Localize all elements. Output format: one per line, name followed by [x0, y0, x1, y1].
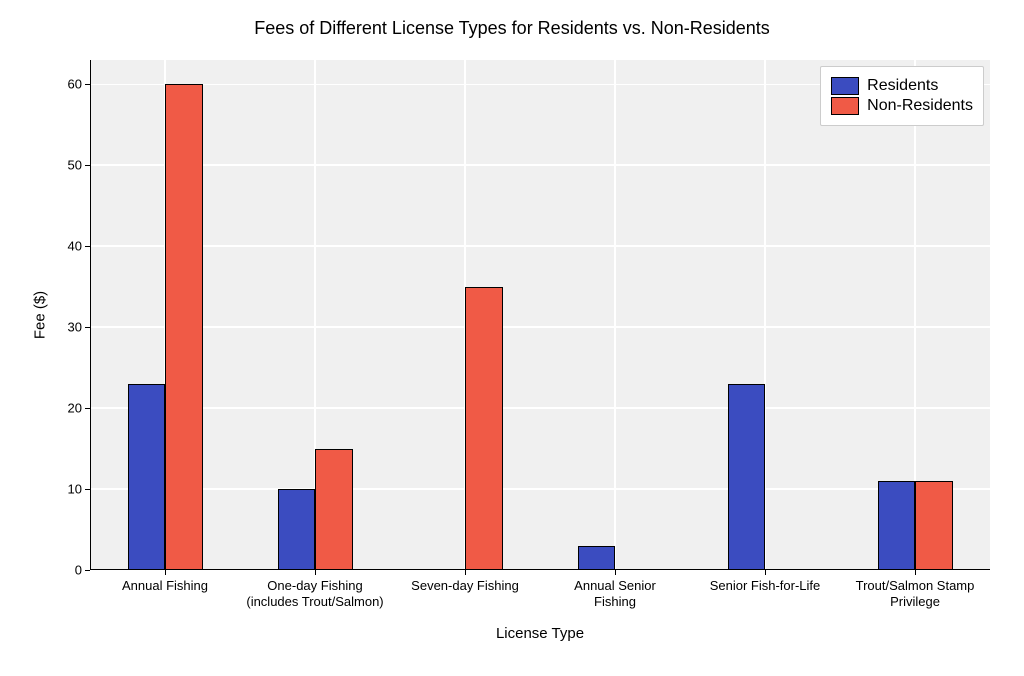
legend: Residents Non-Residents: [820, 66, 984, 126]
y-tick-label: 10: [68, 482, 90, 497]
bar: [165, 84, 203, 570]
y-tick-label: 30: [68, 320, 90, 335]
legend-label: Non-Residents: [867, 97, 973, 115]
grid-line: [90, 488, 990, 490]
y-tick-label: 0: [75, 563, 90, 578]
y-axis-line: [90, 60, 91, 570]
bar: [128, 384, 166, 570]
legend-item: Non-Residents: [831, 97, 973, 115]
y-tick-label: 50: [68, 158, 90, 173]
legend-label: Residents: [867, 77, 938, 95]
legend-swatch: [831, 97, 859, 115]
x-axis-line: [90, 569, 990, 570]
bar: [878, 481, 916, 570]
x-tick-label: Trout/Salmon StampPrivilege: [856, 570, 975, 611]
x-axis-label: License Type: [496, 625, 584, 642]
x-tick-label: Annual Fishing: [122, 570, 208, 594]
bar: [578, 546, 616, 570]
x-tick-label: Senior Fish-for-Life: [710, 570, 821, 594]
plot-area: 0102030405060Annual FishingOne-day Fishi…: [90, 60, 990, 570]
y-tick-label: 40: [68, 239, 90, 254]
grid-line: [90, 326, 990, 328]
y-axis-label: Fee ($): [32, 291, 49, 339]
grid-line: [614, 60, 616, 570]
y-tick-label: 20: [68, 401, 90, 416]
legend-swatch: [831, 77, 859, 95]
grid-line: [90, 407, 990, 409]
bar: [465, 287, 503, 570]
bar: [915, 481, 953, 570]
chart-container: Fees of Different License Types for Resi…: [0, 0, 1024, 676]
bar: [278, 489, 316, 570]
chart-title: Fees of Different License Types for Resi…: [0, 18, 1024, 39]
x-tick-label: One-day Fishing(includes Trout/Salmon): [246, 570, 383, 611]
grid-line: [90, 164, 990, 166]
x-tick-label: Seven-day Fishing: [411, 570, 519, 594]
bar: [728, 384, 766, 570]
legend-item: Residents: [831, 77, 973, 95]
y-tick-label: 60: [68, 77, 90, 92]
grid-line: [90, 245, 990, 247]
x-tick-label: Annual SeniorFishing: [574, 570, 656, 611]
bar: [315, 449, 353, 570]
